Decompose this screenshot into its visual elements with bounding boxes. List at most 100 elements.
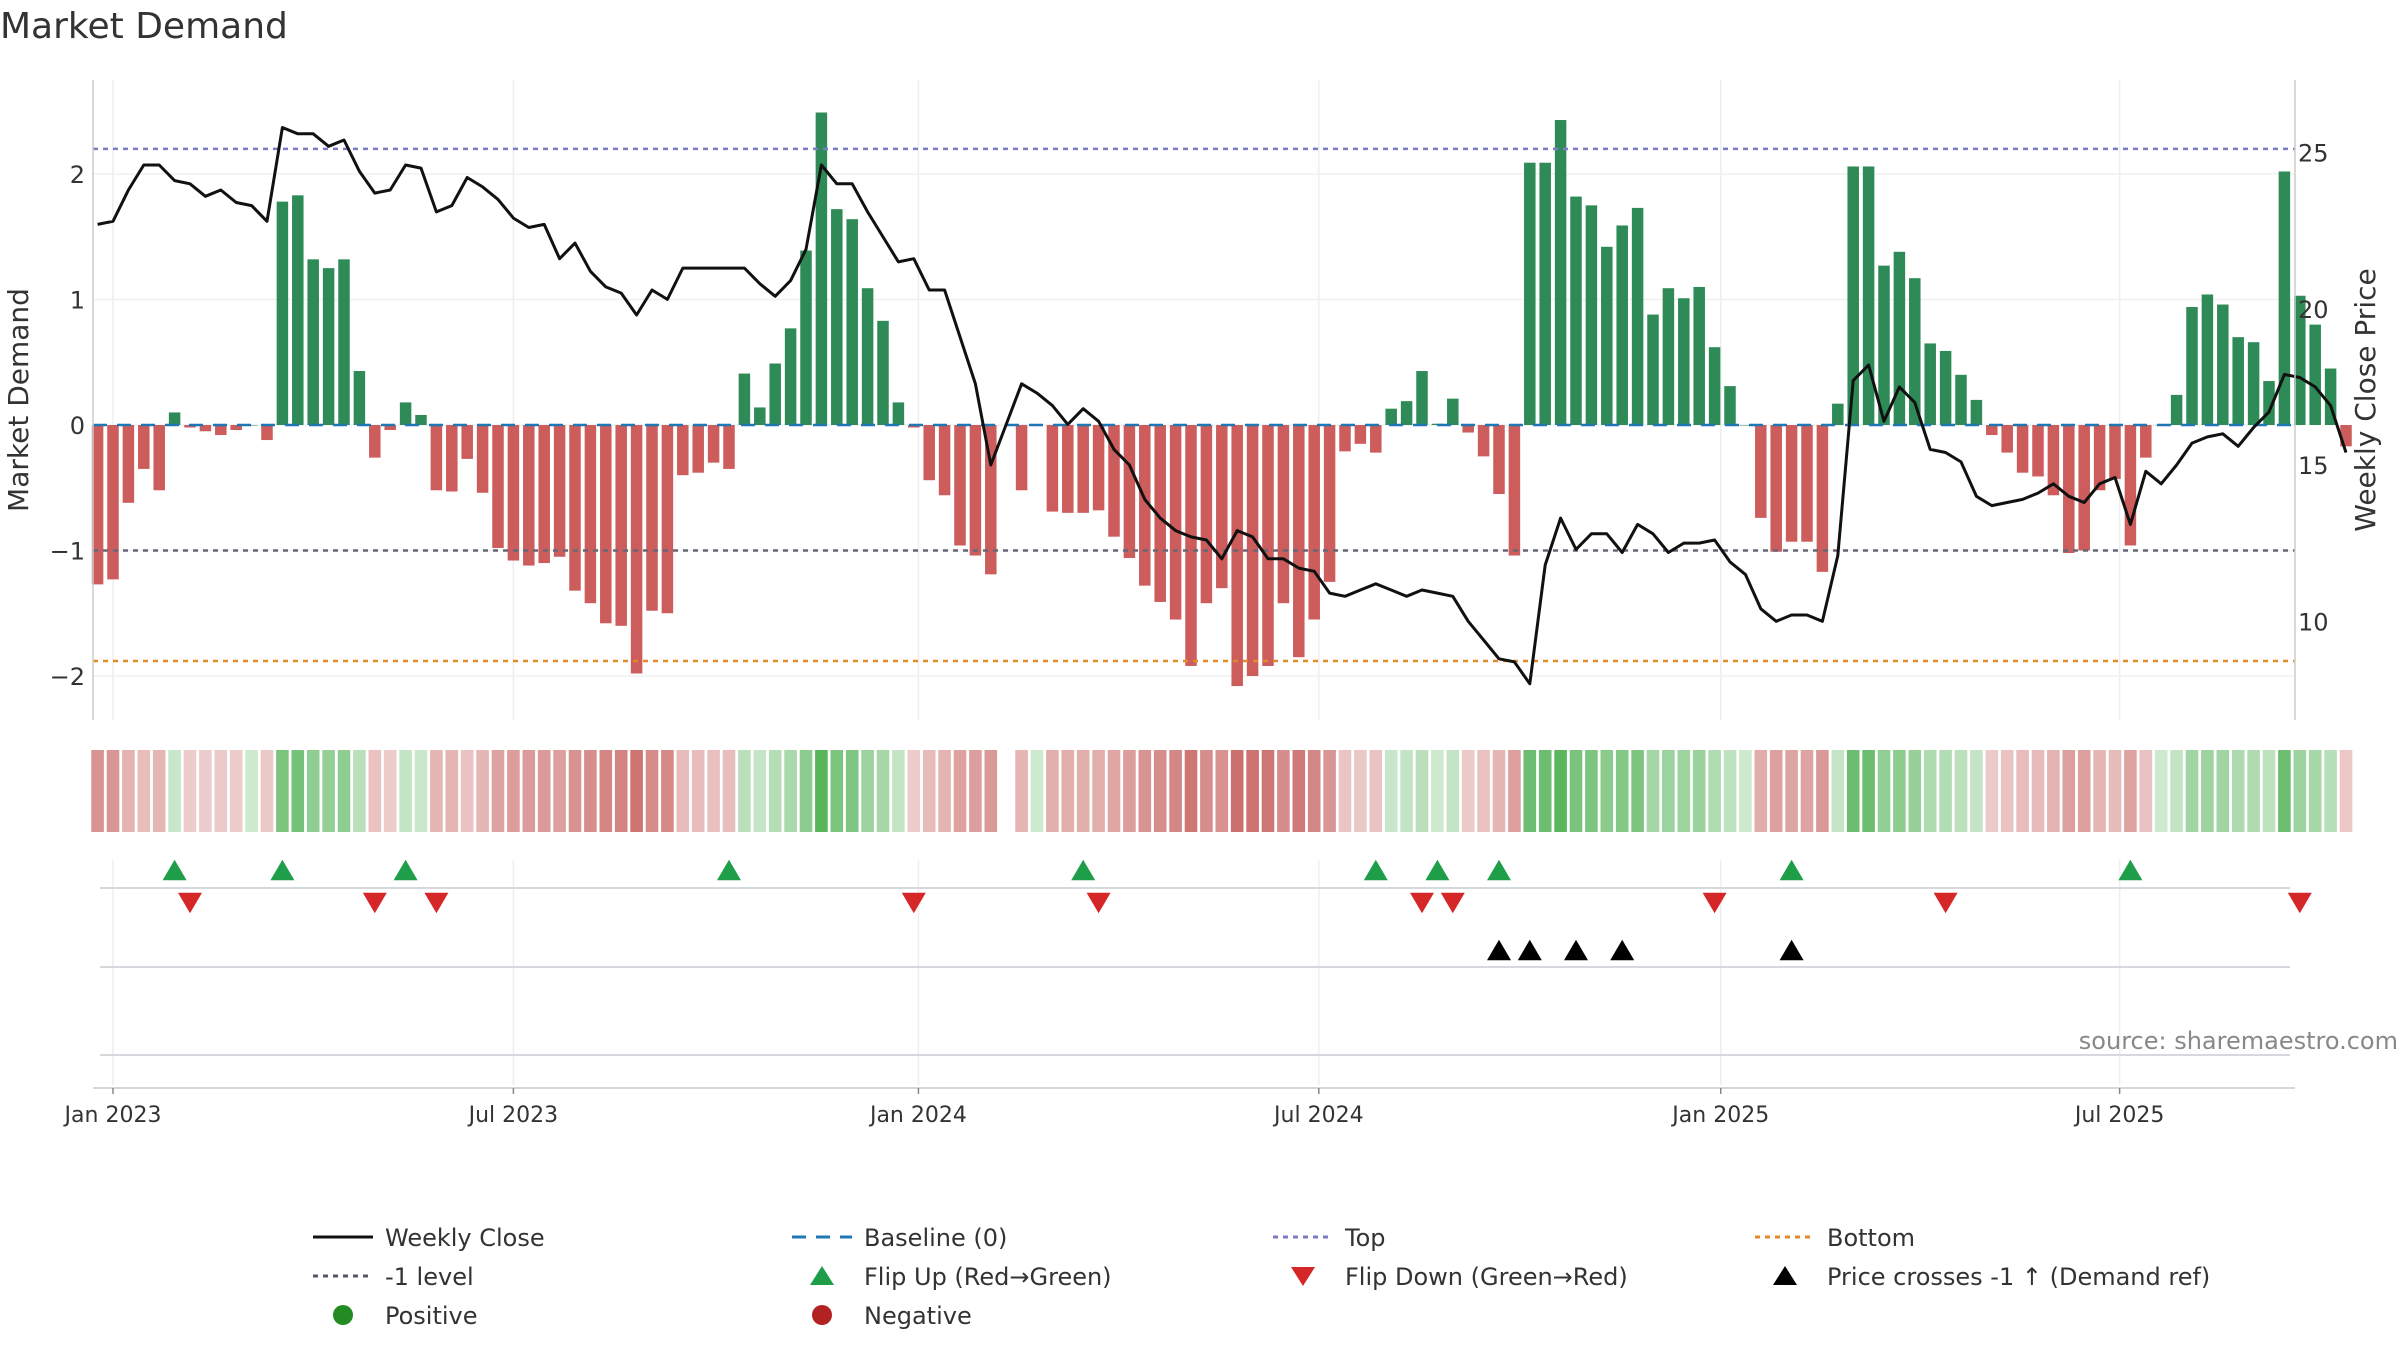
demand-bar — [2078, 425, 2090, 551]
heatmap-cell — [676, 750, 690, 832]
demand-bar — [2093, 425, 2106, 491]
heatmap-cell — [1292, 750, 1306, 832]
demand-bar — [1323, 425, 1336, 582]
heatmap-cell — [1908, 750, 1922, 832]
heatmap-cell — [2139, 750, 2153, 832]
heatmap-cell — [1800, 750, 1814, 832]
y-tick-label: −2 — [50, 663, 85, 691]
flip-up-marker — [393, 859, 418, 881]
heatmap-cell — [1492, 750, 1506, 832]
demand-bar — [1385, 408, 1397, 425]
heatmap-cell — [1769, 750, 1783, 832]
heatmap-cell — [2216, 750, 2230, 832]
heatmap-cell — [584, 750, 597, 832]
demand-bar — [1354, 425, 1367, 444]
x-tick-label: Jul 2025 — [2073, 1103, 2165, 1128]
demand-bar — [2032, 425, 2044, 477]
heatmap-cell — [522, 750, 536, 832]
demand-bar — [2001, 425, 2013, 453]
demand-bar — [1493, 425, 1505, 495]
flip-down-marker — [1702, 892, 1727, 914]
demand-bar — [1847, 166, 1859, 425]
heatmap-cell — [984, 750, 998, 832]
heatmap-cell — [1030, 750, 1044, 832]
heatmap-cell — [1138, 750, 1152, 832]
demand-bar — [1400, 401, 1413, 425]
heatmap-cell — [1230, 750, 1244, 832]
demand-bar — [2186, 307, 2198, 425]
heatmap-cell — [2201, 750, 2214, 832]
demand-bar — [800, 250, 812, 425]
flip-up-marker — [2118, 859, 2143, 881]
demand-bar — [446, 425, 458, 492]
demand-bar — [630, 425, 643, 674]
legend-label: Positive — [385, 1302, 478, 1330]
x-tick-label: Jan 2023 — [63, 1103, 162, 1128]
demand-bar — [584, 425, 597, 604]
demand-bar — [1169, 425, 1182, 620]
heatmap-cell — [722, 750, 736, 832]
demand-bar — [1462, 425, 1474, 433]
source-note: source: sharemaestro.com — [2079, 1027, 2398, 1055]
demand-bar — [1539, 162, 1551, 425]
demand-bar — [122, 425, 135, 503]
demand-bar — [1939, 350, 1952, 425]
heatmap-cell — [768, 750, 782, 832]
heatmap-cell — [830, 750, 844, 832]
y2-tick-label: 20 — [2298, 296, 2329, 324]
heatmap-cell — [1615, 750, 1629, 832]
demand-bar — [1185, 425, 1197, 666]
heatmap-cell — [1246, 750, 1259, 832]
flip-down-marker — [178, 892, 202, 914]
demand-bar — [1508, 425, 1521, 556]
y2-tick-label: 15 — [2298, 452, 2329, 480]
heatmap-cell — [2247, 750, 2260, 832]
heatmap-cell — [1708, 750, 1721, 832]
heatmap-cell — [845, 750, 859, 832]
demand-bar — [1832, 403, 1844, 425]
flip-up-marker — [270, 859, 295, 881]
demand-bar — [677, 425, 689, 476]
demand-bar — [1524, 162, 1536, 425]
flip-down-marker — [1440, 892, 1465, 914]
demand-bar — [1046, 425, 1059, 512]
legend-entry: Flip Up (Red→Green) — [810, 1263, 1112, 1291]
y-tick-label: 1 — [70, 287, 85, 315]
heatmap-cell — [969, 750, 982, 832]
heatmap-cell — [568, 750, 582, 832]
demand-bar — [1477, 425, 1490, 457]
heatmap-cell — [1061, 750, 1075, 832]
legend-swatch — [1291, 1267, 1315, 1286]
heatmap-cell — [1600, 750, 1614, 832]
heatmap-cell — [922, 750, 936, 832]
demand-bar — [1662, 288, 1675, 425]
demand-bar — [1647, 314, 1659, 425]
heatmap-cell — [1739, 750, 1752, 832]
flip-down-marker — [362, 892, 387, 914]
demand-bar — [199, 425, 212, 432]
heatmap-cell — [2000, 750, 2014, 832]
heatmap-cell — [1431, 750, 1444, 832]
heatmap-cell — [430, 750, 443, 832]
demand-bar — [523, 425, 535, 566]
heatmap-cell — [1384, 750, 1398, 832]
demand-bar — [1601, 246, 1613, 425]
heatmap-cell — [353, 750, 366, 832]
demand-bar — [1724, 386, 1736, 425]
demand-bar — [184, 425, 196, 428]
heatmap-cell — [1092, 750, 1105, 832]
flip-markers — [93, 859, 2312, 1089]
demand-bar — [230, 425, 242, 431]
demand-bar — [2263, 381, 2275, 425]
demand-bar — [784, 328, 797, 425]
demand-bar — [492, 425, 504, 548]
demand-bar — [476, 425, 489, 493]
demand-bar — [1123, 425, 1136, 559]
demand-bar — [2063, 425, 2075, 554]
legend-label: -1 level — [385, 1263, 474, 1291]
flip-down-marker — [2287, 892, 2312, 914]
heatmap-cell — [106, 750, 120, 832]
heatmap-cell — [383, 750, 397, 832]
demand-bar — [1801, 425, 1813, 542]
